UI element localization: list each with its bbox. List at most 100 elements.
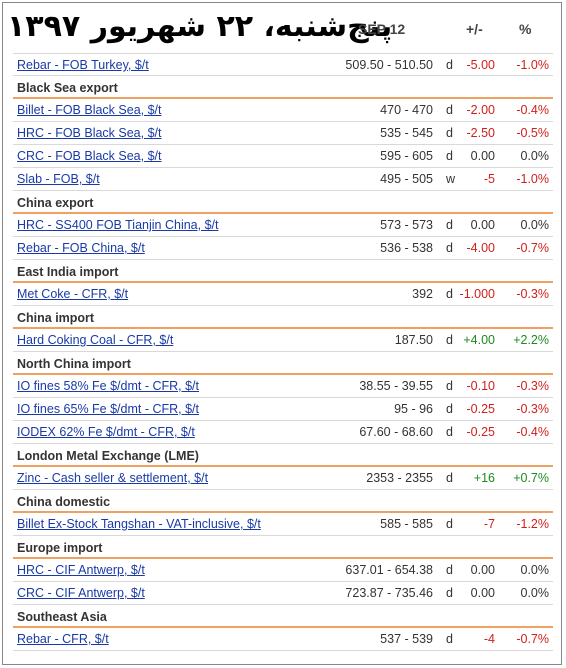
percent-change: 0.0% (520, 563, 550, 577)
change-value: -5.00 (466, 58, 496, 72)
price-range: 537 - 539 (380, 632, 433, 646)
group-label: Southeast Asia (17, 610, 107, 624)
percent-change: 0.0% (520, 149, 550, 163)
change-value: -5 (483, 172, 495, 186)
percent-change: +2.2% (513, 333, 549, 347)
group-label: China domestic (17, 495, 111, 509)
product-link[interactable]: Rebar - CFR, $/t (17, 632, 109, 646)
percent-change: -0.4% (516, 103, 549, 117)
price-row: IO fines 58% Fe $/dmt - CFR, $/t 38.55 - … (13, 375, 553, 398)
change-value: -0.25 (466, 425, 496, 439)
percent-change: -0.5% (516, 126, 549, 140)
percent-change: +0.7% (513, 471, 549, 485)
percent-change: -1.0% (516, 172, 549, 186)
group-header: North China import (13, 352, 553, 375)
product-link[interactable]: Zinc - Cash seller & settlement, $/t (17, 471, 209, 485)
price-range: 723.87 - 735.46 (345, 586, 433, 600)
product-link[interactable]: Met Coke - CFR, $/t (17, 287, 129, 301)
price-range: 573 - 573 (380, 218, 433, 232)
frequency-flag: d (446, 241, 453, 255)
frequency-flag: d (446, 379, 453, 393)
frequency-flag: d (446, 287, 453, 301)
percent-column-header: % (519, 21, 532, 37)
price-range: 637.01 - 654.38 (345, 563, 433, 577)
price-row: CRC - FOB Black Sea, $/t 595 - 605 d 0.00 0.… (13, 145, 553, 168)
percent-change: -0.3% (516, 287, 549, 301)
product-link[interactable]: IODEX 62% Fe $/dmt - CFR, $/t (17, 425, 195, 439)
percent-change: 0.0% (520, 586, 550, 600)
frequency-flag: d (446, 149, 453, 163)
frequency-flag: d (446, 218, 453, 232)
change-value: +16 (473, 471, 495, 485)
price-range: 95 - 96 (394, 402, 433, 416)
price-range: 535 - 545 (380, 126, 433, 140)
price-range: 67.60 - 68.60 (359, 425, 433, 439)
change-value: 0.00 (470, 149, 495, 163)
price-row: Hard Coking Coal - CFR, $/t 187.50 d +4.00 +… (13, 329, 553, 352)
price-row: IO fines 65% Fe $/dmt - CFR, $/t 95 - 96 d… (13, 398, 553, 421)
percent-change: 0.0% (520, 218, 550, 232)
price-row: Rebar - FOB Turkey, $/t 509.50 - 510.50 d -… (13, 53, 553, 76)
price-row: Met Coke - CFR, $/t 392 d -1.000 -0.3% (13, 283, 553, 306)
price-range: 392 (412, 287, 433, 301)
product-link[interactable]: Slab - FOB, $/t (17, 172, 100, 186)
change-value: -0.25 (466, 402, 496, 416)
price-row: Slab - FOB, $/t 495 - 505 w -5 -1.0% (13, 168, 553, 191)
product-link[interactable]: Hard Coking Coal - CFR, $/t (17, 333, 174, 347)
percent-change: -1.0% (516, 58, 549, 72)
percent-change: -0.4% (516, 425, 549, 439)
price-row: HRC - FOB Black Sea, $/t 535 - 545 d -2.50 -… (13, 122, 553, 145)
group-label: London Metal Exchange (LME) (17, 449, 199, 463)
change-value: 0.00 (470, 563, 495, 577)
product-link[interactable]: CRC - CIF Antwerp, $/t (17, 586, 145, 600)
group-header: Southeast Asia (13, 605, 553, 628)
group-label: North China import (17, 357, 131, 371)
group-label: Europe import (17, 541, 103, 555)
persian-date-heading: پنج‌شنبه، ۲۲ شهریور ۱۳۹۷ (7, 9, 393, 44)
price-row: Rebar - FOB China, $/t 536 - 538 d -4.00 -0.… (13, 237, 553, 260)
product-link[interactable]: Billet Ex-Stock Tangshan - VAT-inclusive… (17, 517, 261, 531)
group-label: China export (17, 196, 94, 210)
group-header: Europe import (13, 536, 553, 559)
frequency-flag: d (446, 586, 453, 600)
product-link[interactable]: IO fines 65% Fe $/dmt - CFR, $/t (17, 402, 200, 416)
date-column-header: SEP 12 (358, 21, 406, 37)
change-value: +4.00 (463, 333, 495, 347)
product-link[interactable]: CRC - FOB Black Sea, $/t (17, 149, 162, 163)
price-row: HRC - CIF Antwerp, $/t 637.01 - 654.38 d 0.… (13, 559, 553, 582)
change-value: -4.00 (466, 241, 496, 255)
percent-change: -0.7% (516, 241, 549, 255)
product-link[interactable]: IO fines 58% Fe $/dmt - CFR, $/t (17, 379, 200, 393)
price-row: Billet Ex-Stock Tangshan - VAT-inclusive… (13, 513, 553, 536)
price-row: Rebar - CFR, $/t 537 - 539 d -4 -0.7% (13, 628, 553, 651)
product-link[interactable]: Rebar - FOB China, $/t (17, 241, 145, 255)
price-row: HRC - SS400 FOB Tianjin China, $/t 573 - … (13, 214, 553, 237)
frequency-flag: d (446, 103, 453, 117)
frequency-flag: d (446, 126, 453, 140)
percent-change: -0.7% (516, 632, 549, 646)
price-row: Zinc - Cash seller & settlement, $/t 2353… (13, 467, 553, 490)
product-link[interactable]: Billet - FOB Black Sea, $/t (17, 103, 162, 117)
price-row: IODEX 62% Fe $/dmt - CFR, $/t 67.60 - 68.… (13, 421, 553, 444)
percent-change: -0.3% (516, 379, 549, 393)
product-link[interactable]: Rebar - FOB Turkey, $/t (17, 58, 149, 72)
group-label: China import (17, 311, 95, 325)
price-table: Rebar - FOB Turkey, $/t 509.50 - 510.50 d -… (13, 53, 553, 651)
group-header: Black Sea export (13, 76, 553, 99)
change-value: -7 (483, 517, 495, 531)
frequency-flag: d (446, 333, 453, 347)
group-header: East India import (13, 260, 553, 283)
group-label: Black Sea export (17, 81, 118, 95)
product-link[interactable]: HRC - SS400 FOB Tianjin China, $/t (17, 218, 219, 232)
frequency-flag: d (446, 632, 453, 646)
price-range: 38.55 - 39.55 (359, 379, 433, 393)
price-row: Billet - FOB Black Sea, $/t 470 - 470 d -2.… (13, 99, 553, 122)
product-link[interactable]: HRC - FOB Black Sea, $/t (17, 126, 162, 140)
change-column-header: +/- (466, 21, 483, 37)
product-link[interactable]: HRC - CIF Antwerp, $/t (17, 563, 145, 577)
price-range: 595 - 605 (380, 149, 433, 163)
group-header: China export (13, 191, 553, 214)
group-header: London Metal Exchange (LME) (13, 444, 553, 467)
price-range: 2353 - 2355 (366, 471, 433, 485)
price-row: CRC - CIF Antwerp, $/t 723.87 - 735.46 d 0.… (13, 582, 553, 605)
